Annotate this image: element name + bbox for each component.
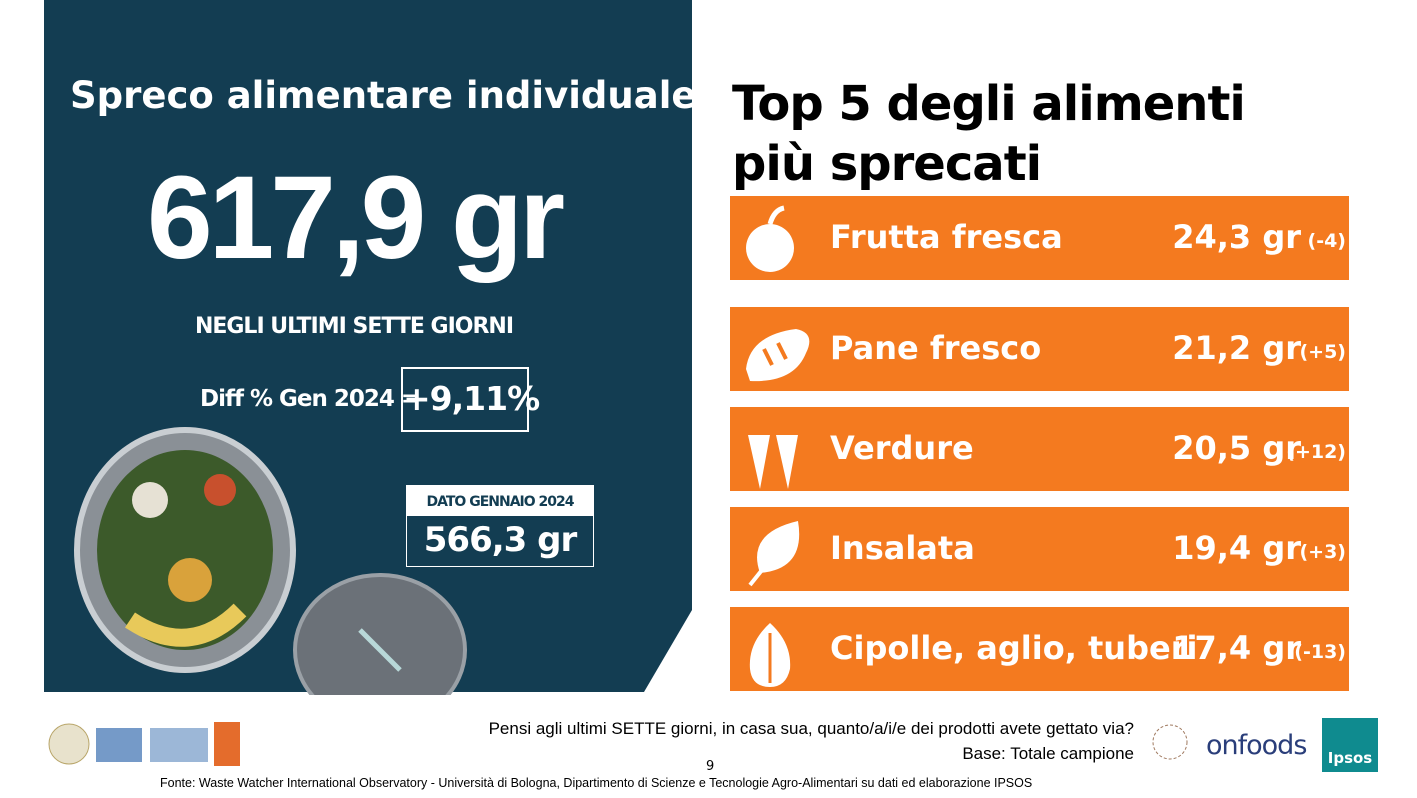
item-name: Frutta fresca — [830, 218, 1063, 256]
item-change: (+3) — [1299, 541, 1346, 563]
item-value: 19,4 gr — [1172, 529, 1301, 567]
item-bar: Verdure 20,5 gr (+12) — [730, 407, 1349, 491]
item-bar: Pane fresco 21,2 gr (+5) — [730, 307, 1349, 391]
subtitle: NEGLI ULTIMI SETTE GIORNI — [194, 314, 514, 339]
ipsos-logo: Ipsos — [1322, 718, 1378, 772]
question: Pensi agli ultimi SETTE giorni, in casa … — [488, 719, 1134, 738]
item-value: 24,3 gr — [1172, 218, 1301, 256]
left-title: Spreco alimentare individuale — [70, 74, 697, 117]
item-name: Pane fresco — [830, 329, 1042, 367]
item-change: (-13) — [1294, 641, 1346, 663]
item-bar: Cipolle, aglio, tuberi 17,4 gr (-13) — [730, 607, 1349, 691]
item-change: (-4) — [1307, 230, 1346, 252]
item-bar: Insalata 19,4 gr (+3) — [730, 507, 1349, 591]
diff-value: +9,11% — [401, 367, 540, 432]
diff-label: Diff % Gen 2024 = — [200, 386, 420, 412]
item-name: Insalata — [830, 529, 975, 567]
item-value: 17,4 gr — [1172, 629, 1301, 667]
illustration — [74, 427, 467, 695]
university-logo — [1152, 724, 1188, 760]
onfoods-logo: onfoods — [1206, 730, 1307, 761]
big-value: 617,9 gr — [146, 152, 565, 284]
item-icon — [748, 435, 798, 489]
item-change: (+5) — [1299, 341, 1346, 363]
item-icon — [748, 521, 800, 587]
item-bar: Frutta fresca 24,3 gr (-4) — [730, 196, 1349, 280]
item-icon — [746, 329, 810, 382]
item-value: 21,2 gr — [1172, 329, 1301, 367]
partner-logos — [48, 722, 240, 766]
item-icon — [749, 623, 791, 687]
item-value: 20,5 gr — [1172, 429, 1301, 467]
source: Fonte: Waste Watcher International Obser… — [160, 776, 1033, 790]
item-icon — [746, 205, 794, 272]
base: Base: Totale campione — [962, 744, 1134, 763]
item-change: (+12) — [1286, 441, 1346, 463]
item-name: Cipolle, aglio, tuberi — [830, 629, 1198, 667]
page-number: 9 — [706, 759, 715, 774]
dato-box: DATO GENNAIO 2024 566,3 gr — [406, 485, 594, 567]
dato-value: 566,3 gr — [423, 520, 578, 560]
logos-left — [44, 720, 244, 770]
question-block: Pensi agli ultimi SETTE giorni, in casa … — [489, 716, 1134, 766]
dato-label: DATO GENNAIO 2024 — [407, 486, 593, 516]
item-name: Verdure — [830, 429, 974, 467]
